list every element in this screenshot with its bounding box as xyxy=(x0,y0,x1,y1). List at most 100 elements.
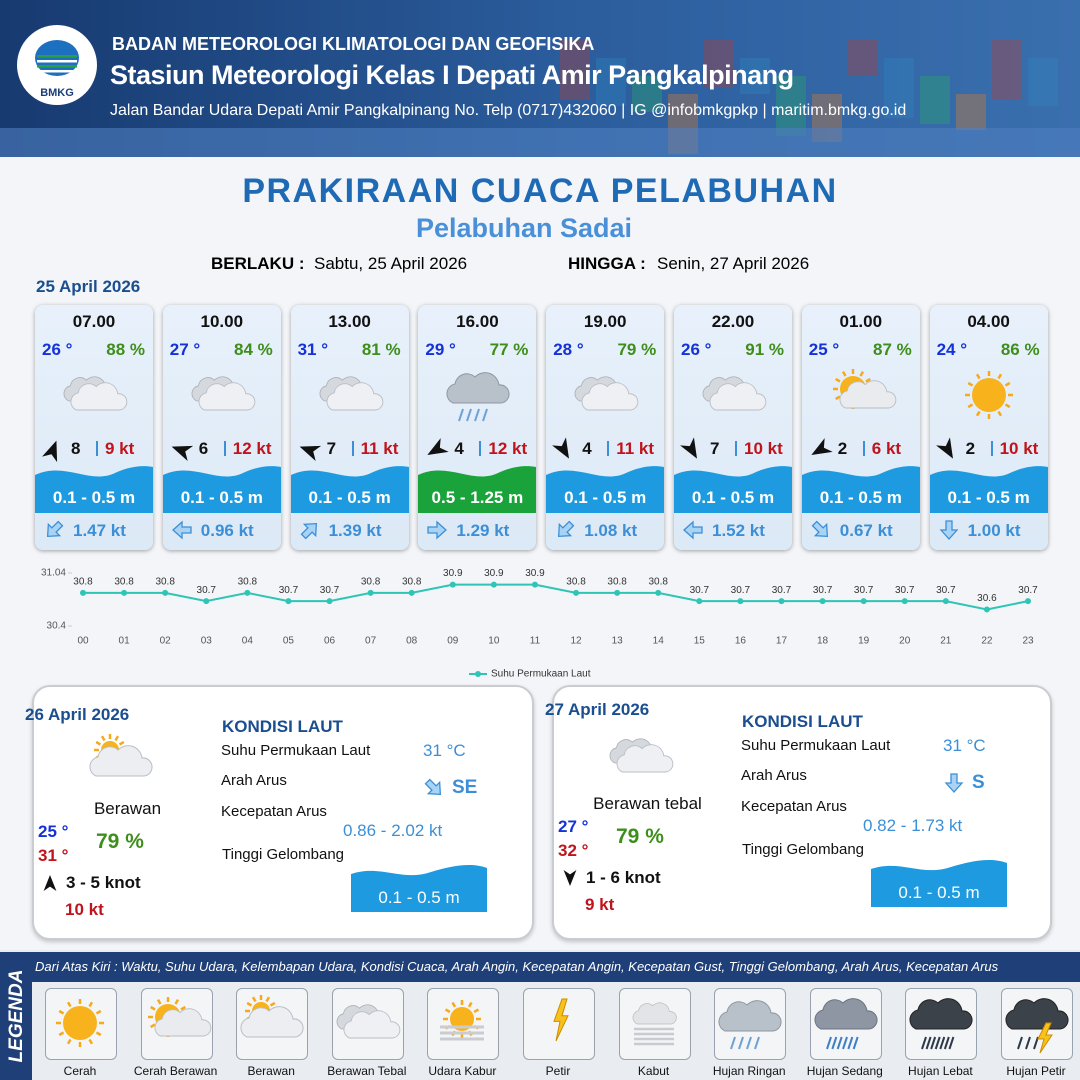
current-direction: S xyxy=(972,772,985,793)
weather-icon xyxy=(89,734,153,777)
sun-ray xyxy=(967,381,973,387)
humidity: 79 % xyxy=(616,825,664,848)
validity-label: BERLAKU : xyxy=(211,254,305,273)
sun-ray xyxy=(445,1008,451,1014)
sst-point xyxy=(901,598,908,605)
current-arrow xyxy=(811,520,828,538)
x-tick-label: 08 xyxy=(406,636,418,647)
legend-side xyxy=(0,952,32,1080)
wave-shape xyxy=(674,466,792,513)
header-banner: BMKG xyxy=(0,0,1080,157)
banner-deco xyxy=(704,40,734,88)
cloud-shape xyxy=(814,998,878,1030)
gust: 12 kt xyxy=(232,439,272,458)
cloud xyxy=(814,998,878,1030)
wave-band xyxy=(801,466,920,513)
data-label: 30.8 xyxy=(238,577,258,588)
forecast-card: 10.00 27 ° 84 % 6 12 kt 0.1 - 0.5 m 0.96 kt xyxy=(162,305,281,550)
temp-max: 32 ° xyxy=(558,841,589,860)
sea-label: Arah Arus xyxy=(741,767,807,784)
cloud xyxy=(581,382,639,411)
sst-point xyxy=(573,589,580,596)
legend-label: Hujan Ringan xyxy=(712,1064,786,1078)
legend-icon xyxy=(814,998,878,1050)
weather-icon xyxy=(832,369,897,409)
sea-label: Suhu Permukaan Laut xyxy=(221,742,371,759)
wave-band xyxy=(35,466,153,513)
data-label: 30.7 xyxy=(731,585,751,596)
current-arrow xyxy=(427,520,448,540)
separator xyxy=(351,441,354,456)
wave-height: 0.1 - 0.5 m xyxy=(52,488,136,507)
current-arrow xyxy=(46,520,64,538)
wind-speed: 2 xyxy=(837,439,848,458)
sun-ray xyxy=(252,996,257,1003)
banner-deco xyxy=(632,76,662,112)
time: 01.00 xyxy=(839,312,883,331)
data-label: 30.7 xyxy=(772,585,792,596)
x-tick-label: 13 xyxy=(612,636,624,647)
sea-label: Arah Arus xyxy=(221,772,287,789)
wave-height: 0.1 - 0.5 m xyxy=(947,488,1030,507)
air-temp: 25 ° xyxy=(808,340,840,359)
legend-label: Hujan Sedang xyxy=(806,1064,883,1078)
wind-speed: 6 xyxy=(198,439,209,458)
sun-ray xyxy=(1004,403,1011,409)
current-arrow xyxy=(558,520,575,538)
cloud xyxy=(709,382,767,411)
cloud-shape xyxy=(632,1002,677,1025)
current-arrow xyxy=(683,520,703,540)
separator xyxy=(479,441,482,456)
sst-line xyxy=(83,583,1029,611)
logo-mark xyxy=(35,40,79,76)
subtitle: Pelabuhan Sadai xyxy=(415,213,633,243)
humidity: 81 % xyxy=(361,340,401,359)
wave-band xyxy=(546,466,665,513)
sun-ray xyxy=(1004,381,1011,387)
cloud xyxy=(198,382,256,411)
sun xyxy=(971,378,1006,412)
temp-min: 25 ° xyxy=(38,822,69,841)
cloud xyxy=(1005,998,1069,1030)
cloud-shape xyxy=(581,382,639,411)
legend-icon xyxy=(56,999,104,1047)
sun-ray xyxy=(975,410,981,417)
logo-stripe xyxy=(37,55,77,58)
cloud xyxy=(446,372,510,404)
wave-band xyxy=(162,466,281,513)
rain-drop xyxy=(944,1036,951,1050)
legend-label: Hujan Petir xyxy=(1006,1064,1066,1078)
sun-ray xyxy=(88,1001,94,1008)
wave-band xyxy=(351,865,487,912)
air-temp: 24 ° xyxy=(936,340,968,359)
sst-point xyxy=(80,589,86,596)
sea-label: Kecepatan Arus xyxy=(741,798,847,815)
forecast-card: 19.00 28 ° 79 % 4 11 kt 0.1 - 0.5 m 1.08 kt xyxy=(546,305,665,550)
sun-ray xyxy=(473,1008,480,1014)
wind-speed: 7 xyxy=(710,439,720,458)
sun-ray xyxy=(834,395,841,401)
x-tick-label: 05 xyxy=(283,636,295,647)
current-arrow xyxy=(424,778,442,796)
rain-drop xyxy=(930,1036,937,1050)
x-tick-label: 14 xyxy=(653,636,665,647)
y-tick-label: 30.4 xyxy=(47,621,67,632)
sun-ray xyxy=(468,1001,473,1008)
sun-ray xyxy=(95,1031,102,1037)
wind-arrow xyxy=(552,437,570,459)
logo-stripe xyxy=(37,65,77,68)
air-temp: 26 ° xyxy=(681,340,712,359)
rain-drop xyxy=(474,408,481,422)
gust: 10 kt xyxy=(65,900,104,919)
wave-height: 0.1 - 0.5 m xyxy=(819,488,902,507)
cloud-shape xyxy=(446,372,510,404)
data-label: 30.7 xyxy=(197,585,217,596)
wind-speed: 8 xyxy=(71,439,81,458)
rain-drop xyxy=(458,408,465,422)
current-direction: SE xyxy=(452,777,478,798)
humidity: 87 % xyxy=(873,340,912,359)
x-tick-label: 09 xyxy=(447,636,459,647)
legend-label: Berawan xyxy=(247,1064,295,1078)
rain-drop xyxy=(1033,1036,1039,1050)
sst-point xyxy=(367,589,374,596)
